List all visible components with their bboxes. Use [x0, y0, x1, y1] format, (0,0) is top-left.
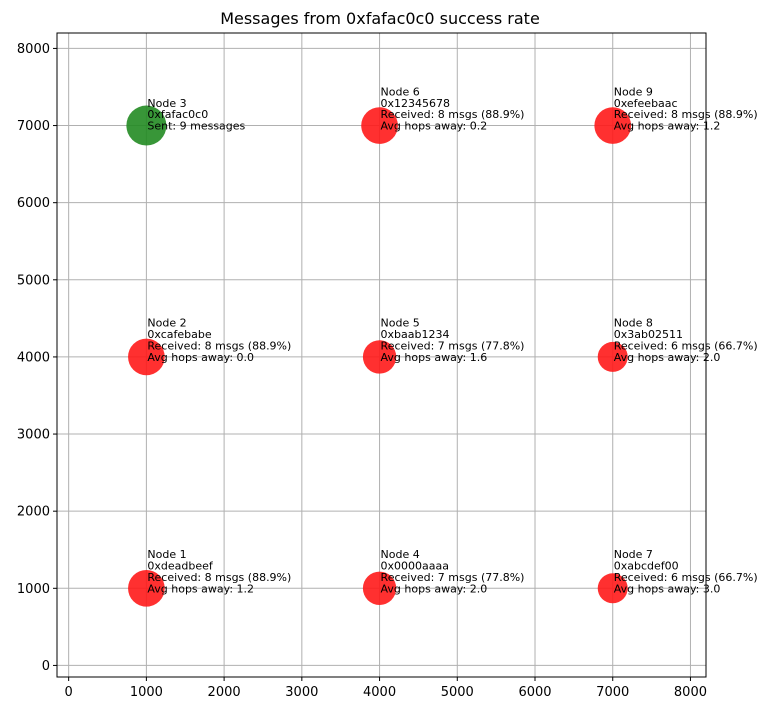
node-label-line: 0x12345678 — [381, 97, 451, 110]
y-tick-label: 5000 — [17, 273, 50, 288]
node-marker — [126, 105, 167, 146]
node-label-line: 0xabcdef00 — [614, 560, 679, 573]
y-tick-label: 3000 — [17, 428, 50, 443]
node-label-line: Avg hops away: 3.0 — [614, 582, 721, 595]
y-tick-label: 6000 — [17, 196, 50, 211]
node-label: Node 3 0xfafac0c0 Sent: 9 messages — [147, 97, 245, 133]
x-tick-label: 1000 — [130, 685, 163, 700]
node-label-line: Avg hops away: 1.6 — [381, 351, 488, 364]
node-label: Node 9 0xefeebaac Received: 8 msgs (88.9%)… — [614, 85, 758, 132]
node-label: Node 1 0xdeadbeef Received: 8 msgs (88.9%)… — [147, 548, 291, 595]
node-label-line: 0x0000aaaa — [381, 560, 449, 573]
node-label-line: Received: 6 msgs (66.7%) — [614, 340, 758, 353]
node-marker — [362, 571, 397, 605]
node-label-line: 0xefeebaac — [614, 97, 678, 110]
node-marker — [128, 569, 165, 607]
x-tick-label: 5000 — [441, 685, 474, 700]
node-label-line: 0xcafebabe — [147, 328, 211, 341]
node-marker — [594, 107, 632, 144]
node-label-line: Received: 6 msgs (66.7%) — [614, 571, 758, 584]
node-marker — [362, 340, 397, 374]
node-label-line: Node 5 — [381, 317, 420, 330]
x-tick-label: 7000 — [596, 685, 629, 700]
node-label-line: Node 4 — [381, 548, 420, 561]
node-label-line: Node 2 — [147, 317, 186, 330]
node-label: Node 8 0x3ab02511 Received: 6 msgs (66.7%)… — [614, 317, 758, 364]
node-label-line: Received: 7 msgs (77.8%) — [381, 340, 525, 353]
x-tick-label: 6000 — [518, 685, 551, 700]
y-tick-label: 2000 — [17, 505, 50, 520]
node-label-line: 0xdeadbeef — [147, 560, 213, 573]
x-tick-label: 3000 — [285, 685, 318, 700]
node-marker — [128, 338, 165, 376]
node-marker — [597, 341, 628, 372]
y-tick-label: 8000 — [17, 42, 50, 57]
node-label: Node 2 0xcafebabe Received: 8 msgs (88.9%)… — [147, 317, 291, 364]
node-label: Node 4 0x0000aaaa Received: 7 msgs (77.8%)… — [381, 548, 525, 595]
node-label-line: Received: 7 msgs (77.8%) — [381, 571, 525, 584]
node-label-line: Received: 8 msgs (88.9%) — [381, 108, 525, 121]
node-label-line: Node 3 — [147, 97, 186, 110]
node-markers — [126, 105, 632, 607]
node-label-line: 0xbaab1234 — [381, 328, 450, 341]
node-label-line: Received: 8 msgs (88.9%) — [147, 571, 291, 584]
node-label-line: Avg hops away: 1.2 — [147, 582, 254, 595]
plot-frame — [56, 32, 707, 678]
y-axis-ticks: 0 1000 2000 3000 4000 5000 6000 7000 8000 — [17, 42, 57, 674]
x-tick-label: 4000 — [363, 685, 396, 700]
node-label: Node 5 0xbaab1234 Received: 7 msgs (77.8%)… — [381, 317, 525, 364]
node-marker — [361, 107, 398, 144]
x-tick-label: 0 — [65, 685, 73, 700]
node-label-line: Node 9 — [614, 85, 653, 98]
chart-title: Messages from 0xfafac0c0 success rate — [220, 9, 540, 28]
y-tick-label: 7000 — [17, 119, 50, 134]
node-label-line: Sent: 9 messages — [147, 120, 245, 133]
y-tick-label: 4000 — [17, 350, 50, 365]
y-tick-label: 0 — [42, 659, 50, 674]
node-marker — [597, 573, 628, 604]
node-label-line: Node 1 — [147, 548, 186, 561]
x-tick-label: 2000 — [208, 685, 241, 700]
node-label-line: Node 7 — [614, 548, 653, 561]
node-label-line: Received: 8 msgs (88.9%) — [614, 108, 758, 121]
x-axis-ticks: 0 1000 2000 3000 4000 5000 6000 7000 8000 — [65, 677, 707, 700]
node-label: Node 6 0x12345678 Received: 8 msgs (88.9%)… — [381, 85, 525, 132]
node-label-line: Avg hops away: 0.0 — [147, 351, 254, 364]
node-label-line: Received: 8 msgs (88.9%) — [147, 340, 291, 353]
node-label-line: 0x3ab02511 — [614, 328, 683, 341]
node-label-line: 0xfafac0c0 — [147, 108, 208, 121]
node-label-line: Node 8 — [614, 317, 653, 330]
node-label-line: Node 6 — [381, 85, 420, 98]
node-label: Node 7 0xabcdef00 Received: 6 msgs (66.7%)… — [614, 548, 758, 595]
node-labels: Node 1 0xdeadbeef Received: 8 msgs (88.9%)… — [147, 85, 757, 595]
node-label-line: Avg hops away: 1.2 — [614, 120, 721, 133]
y-tick-label: 1000 — [17, 582, 50, 597]
x-tick-label: 8000 — [674, 685, 707, 700]
node-label-line: Avg hops away: 2.0 — [381, 582, 488, 595]
node-label-line: Avg hops away: 0.2 — [381, 120, 488, 133]
node-label-line: Avg hops away: 2.0 — [614, 351, 721, 364]
